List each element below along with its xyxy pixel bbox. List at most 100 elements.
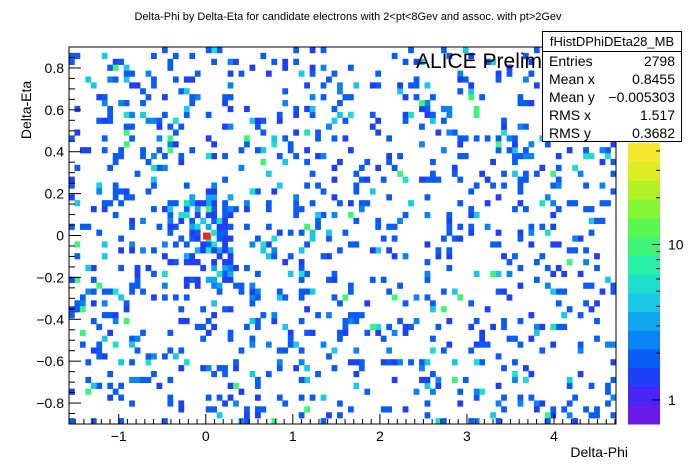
heatmap-cell (222, 306, 228, 313)
heatmap-cell (107, 288, 114, 295)
heatmap-cell (79, 300, 86, 307)
heatmap-cell (85, 264, 92, 272)
heatmap-cell (69, 276, 75, 283)
heatmap-cell (517, 235, 524, 242)
heatmap-cell (490, 323, 496, 331)
heatmap-cell (457, 141, 464, 148)
y-tick-label-4: 0 (56, 228, 64, 244)
heatmap-cell (233, 382, 239, 389)
heatmap-cell (440, 105, 447, 113)
heatmap-cell (129, 376, 135, 384)
heatmap-cell (490, 241, 496, 248)
heatmap-cell (151, 206, 157, 213)
heatmap-cell (583, 406, 589, 413)
heatmap-cell (260, 158, 267, 166)
heatmap-cell (419, 176, 425, 183)
heatmap-cell (129, 241, 135, 248)
heatmap-cell (222, 217, 228, 225)
heatmap-cell (287, 341, 294, 348)
heatmap-cell (413, 76, 420, 83)
heatmap-cell (118, 58, 124, 65)
heatmap-cell (156, 123, 163, 130)
heatmap-cell (189, 52, 196, 60)
heatmap-cell (156, 117, 163, 124)
heatmap-cell (183, 253, 190, 260)
heatmap-cell (167, 223, 174, 230)
heatmap-cell (183, 88, 190, 95)
heatmap-cell (161, 418, 168, 425)
heatmap-cell (129, 223, 135, 230)
heatmap-cell (599, 158, 606, 166)
heatmap-cell (134, 276, 141, 283)
heatmap-cell (397, 317, 403, 325)
heatmap-cell (123, 64, 130, 71)
x-tick-label-4: 3 (463, 428, 471, 444)
heatmap-cell (298, 206, 305, 213)
heatmap-cell (544, 229, 551, 236)
heatmap-cell (523, 376, 529, 384)
heatmap-cell (599, 182, 606, 189)
heatmap-cell (566, 259, 573, 266)
heatmap-cell (79, 223, 86, 230)
heatmap-cell (183, 76, 190, 83)
heatmap-cell (107, 382, 114, 389)
heatmap-cell (577, 270, 584, 278)
color-scale-step (628, 236, 660, 256)
heatmap-cell (446, 111, 453, 118)
heatmap-cell (566, 412, 573, 419)
heatmap-cell (517, 182, 524, 189)
heatmap-cell (129, 282, 135, 289)
heatmap-cell (364, 388, 371, 395)
heatmap-cell (298, 394, 305, 401)
heatmap-cell (424, 412, 431, 419)
heatmap-cell (298, 259, 305, 266)
heatmap-cell (501, 323, 507, 331)
heatmap-cell (134, 335, 141, 342)
heatmap-cell (178, 153, 185, 160)
x-axis: −1 0 1 2 3 4 (74, 414, 616, 444)
heatmap-cell (249, 294, 256, 301)
heatmap-cell (156, 164, 163, 171)
heatmap-cell (112, 194, 119, 201)
heatmap-cell (151, 247, 157, 254)
heatmap-cell (468, 347, 475, 354)
heatmap-cell (544, 264, 551, 272)
heatmap-cell (462, 135, 469, 142)
heatmap-cell (178, 400, 185, 407)
heatmap-cell (539, 323, 546, 331)
heatmap-cell (129, 247, 135, 254)
heatmap-cell (134, 270, 141, 278)
heatmap-cell (167, 394, 174, 401)
heatmap-cell (79, 341, 86, 348)
heatmap-cell (550, 288, 557, 295)
heatmap-cell (96, 282, 103, 289)
heatmap-cell (293, 58, 300, 65)
heatmap-cell (74, 105, 81, 113)
heatmap-cell (309, 47, 316, 54)
heatmap-cell (479, 335, 486, 342)
heatmap-cell (544, 412, 551, 419)
heatmap-cell (588, 217, 595, 225)
heatmap-cell (326, 253, 332, 260)
heatmap-cell (479, 94, 486, 101)
heatmap-cell (391, 253, 398, 260)
heatmap-cell (512, 147, 518, 154)
heatmap-cell (178, 217, 185, 225)
heatmap-cell (561, 323, 568, 331)
heatmap-cell (506, 259, 513, 266)
heatmap-cell (69, 312, 75, 319)
heatmap-cell (430, 158, 436, 166)
heatmap-cell (85, 288, 92, 295)
heatmap-cell (233, 58, 239, 65)
heatmap-cell (271, 253, 278, 260)
heatmap-cell (342, 135, 349, 142)
heatmap-cell (167, 259, 174, 266)
heatmap-cell (227, 211, 234, 219)
heatmap-cell (205, 406, 212, 413)
heatmap-cell (408, 47, 414, 54)
heatmap-cell (309, 94, 316, 101)
heatmap-cell (249, 241, 256, 248)
heatmap-cell (123, 100, 130, 107)
stats-row-label: RMS y (549, 125, 591, 141)
heatmap-cell (205, 188, 212, 195)
